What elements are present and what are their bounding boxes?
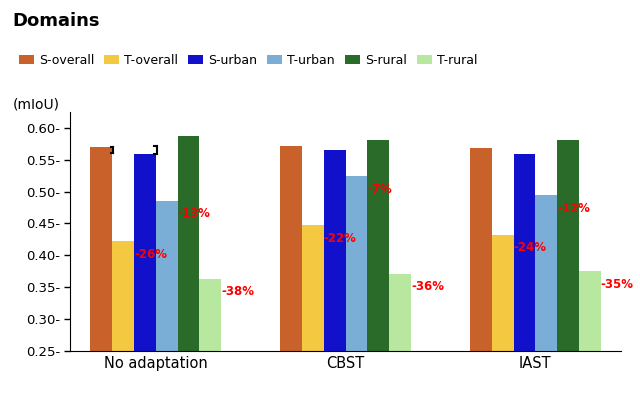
Bar [90,147,112,351]
Bar [536,196,557,351]
Text: -35%: -35% [601,278,634,291]
Bar [280,146,302,351]
Bar [324,150,346,351]
Bar [112,241,134,351]
Bar [470,148,492,351]
Bar [492,235,513,351]
Bar [156,201,178,351]
Text: -13%: -13% [178,207,211,221]
Bar [579,271,601,351]
Text: -7%: -7% [367,183,392,196]
Bar [302,225,324,351]
Bar [134,154,156,351]
Text: Domains: Domains [13,12,100,30]
Bar [367,140,389,351]
Text: -38%: -38% [221,285,254,298]
Bar [389,274,411,351]
Text: -12%: -12% [557,202,590,215]
Text: -36%: -36% [411,280,444,293]
Bar [557,140,579,351]
Text: -22%: -22% [324,232,356,245]
Bar [346,176,367,351]
Bar [200,279,221,351]
Text: -24%: -24% [513,241,547,254]
Legend: S-overall, T-overall, S-urban, T-urban, S-rural, T-rural: S-overall, T-overall, S-urban, T-urban, … [19,54,477,67]
Bar [513,154,536,351]
Text: -26%: -26% [134,248,167,261]
Bar [178,136,200,351]
Text: (mIoU): (mIoU) [13,98,60,112]
